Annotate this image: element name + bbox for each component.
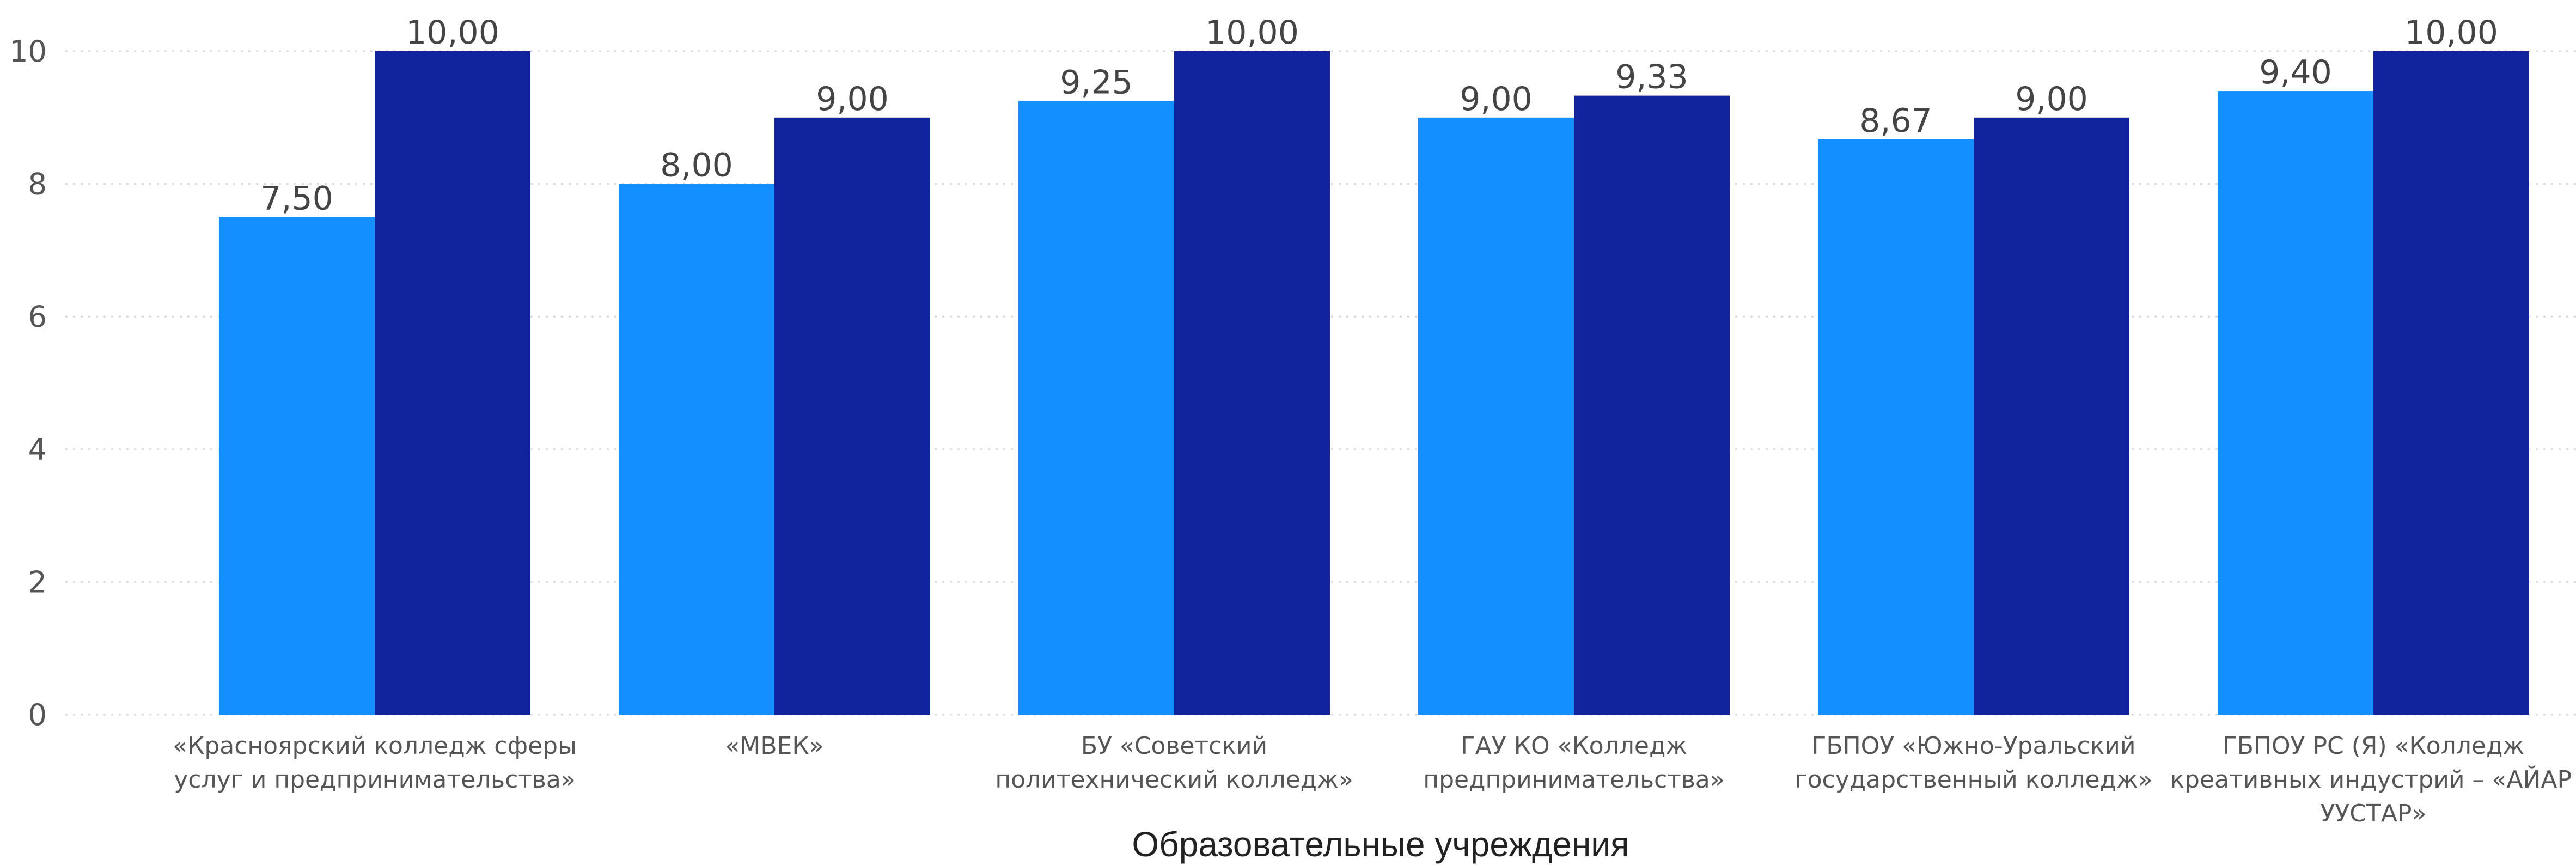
y-tick-label: 6 — [28, 300, 47, 334]
y-tick-label: 4 — [28, 432, 47, 467]
x-axis-categories: «Красноярский колледж сферы услуг и предп… — [173, 732, 2572, 827]
data-label: 10,00 — [406, 14, 499, 52]
data-label: 9,33 — [1615, 58, 1688, 96]
data-label: 9,00 — [816, 80, 889, 118]
data-label: 9,25 — [1060, 63, 1133, 101]
x-category-label: политехнический колледж» — [995, 766, 1353, 794]
bars — [219, 51, 2529, 715]
data-label: 9,00 — [2015, 80, 2088, 118]
data-label: 8,00 — [660, 147, 733, 185]
y-tick-label: 10 — [9, 34, 47, 69]
y-tick-label: 2 — [28, 565, 47, 599]
x-category-label: ГБПОУ «Южно-Уральский — [1812, 732, 2136, 760]
bar — [1174, 51, 1330, 715]
bar — [1418, 117, 1574, 715]
x-category-label: БУ «Советский — [1081, 732, 1267, 760]
data-label: 10,00 — [1205, 14, 1299, 52]
bar — [219, 217, 375, 715]
x-category-label: государственный колледж» — [1794, 766, 2152, 794]
data-label: 7,50 — [260, 180, 333, 218]
bar — [2373, 51, 2529, 715]
data-label: 8,67 — [1859, 102, 1932, 140]
y-tick-label: 0 — [28, 698, 47, 732]
bar — [1018, 101, 1174, 715]
x-category-label: предпринимательства» — [1423, 766, 1724, 794]
x-category-label: ГБПОУ РС (Я) «Колледж — [2223, 732, 2524, 760]
y-axis-ticks: 0 2 4 6 8 10 — [9, 34, 47, 732]
x-category-label: креативных индустрий – «АЙАР — [2170, 765, 2572, 794]
bar — [2218, 91, 2373, 715]
bar — [375, 51, 530, 715]
x-category-label: «МВЕК» — [725, 732, 823, 760]
data-label: 10,00 — [2404, 14, 2498, 52]
x-category-label: услуг и предпринимательства» — [174, 766, 575, 794]
data-labels: 7,50 8,00 9,25 9,00 8,67 9,40 10,00 9,00 10,00 9,… — [260, 14, 2498, 218]
y-tick-label: 8 — [28, 167, 47, 202]
bar — [619, 184, 774, 715]
x-axis-title: Образовательные учреждения — [1132, 825, 1629, 864]
x-category-label: «Красноярский колледж сферы — [173, 732, 577, 760]
data-label: 9,40 — [2259, 53, 2332, 92]
bar — [1818, 139, 1974, 715]
bar — [774, 117, 930, 715]
x-category-label: УУСТАР» — [2321, 800, 2427, 827]
x-category-label: ГАУ КО «Колледж — [1461, 732, 1687, 760]
bar — [1574, 95, 1730, 715]
bar — [1974, 117, 2129, 715]
data-label: 9,00 — [1460, 80, 1533, 118]
